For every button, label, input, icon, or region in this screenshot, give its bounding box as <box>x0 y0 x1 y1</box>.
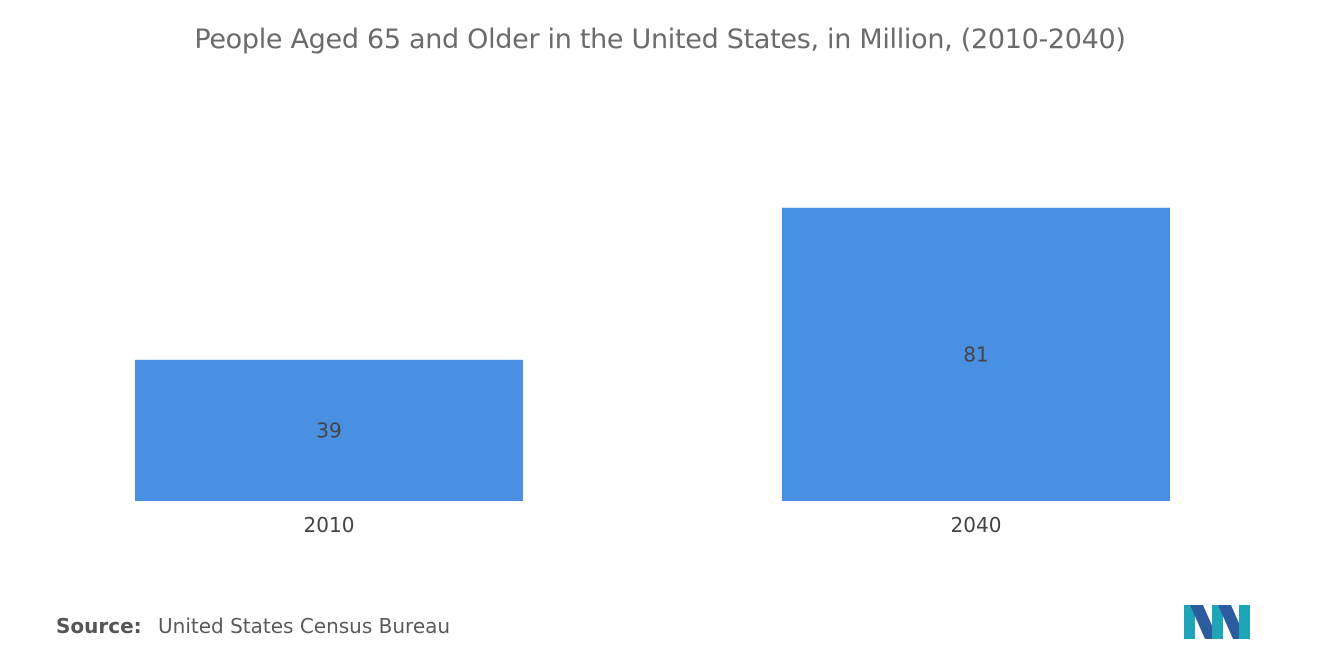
bars-group <box>135 207 1170 501</box>
data-label-2040: 81 <box>963 342 988 366</box>
x-tick-label-2040: 2040 <box>951 513 1002 537</box>
data-labels-group: 39 81 <box>316 342 988 442</box>
bar-2010 <box>135 359 523 501</box>
company-logo-icon <box>1184 605 1250 639</box>
logo-left-diagonal <box>1190 605 1218 639</box>
x-tick-label-2010: 2010 <box>304 513 355 537</box>
logo-left-stripe <box>1184 605 1195 639</box>
bar-chart: 39 81 2010 2040 <box>135 207 1170 537</box>
source-text: United States Census Bureau <box>158 614 451 638</box>
x-axis-tick-labels: 2010 2040 <box>304 513 1002 537</box>
source-label: Source: <box>56 614 142 638</box>
source-line: Source: United States Census Bureau <box>56 614 450 638</box>
logo-right-stripe <box>1239 605 1250 639</box>
data-label-2010: 39 <box>316 418 341 442</box>
bar-2040 <box>782 207 1170 501</box>
logo-middle-stripe <box>1212 605 1223 639</box>
chart-title: People Aged 65 and Older in the United S… <box>194 24 1126 55</box>
